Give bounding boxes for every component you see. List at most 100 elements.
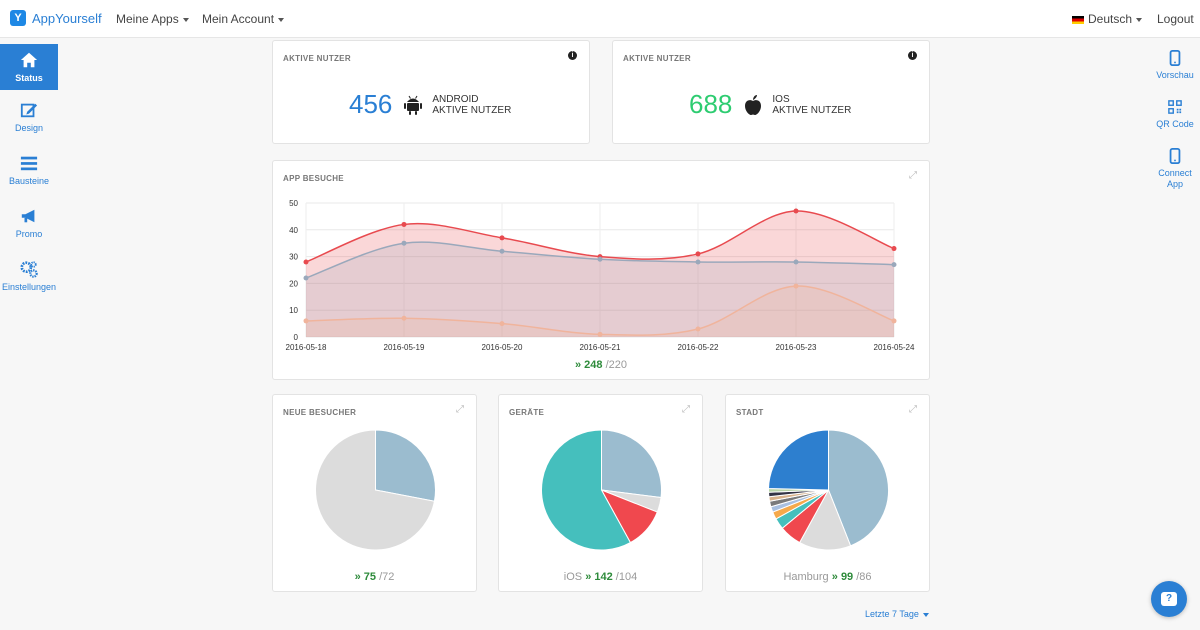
expand-icon[interactable]: ⤢ <box>909 404 917 415</box>
pie-slice[interactable] <box>541 429 632 551</box>
android-users-value: 456 <box>349 89 393 119</box>
sidebar-left: Status Design Bausteine Promo Einstellun… <box>0 44 58 302</box>
sidebar-item-status[interactable]: Status <box>0 44 58 90</box>
chevron-down-icon <box>922 612 929 617</box>
sidebar-item-label: Promo <box>15 228 43 239</box>
series-area-2 <box>306 286 894 337</box>
date-range-dropdown[interactable]: Letzte 7 Tage <box>865 609 929 619</box>
edit-icon <box>20 103 38 117</box>
info-icon[interactable]: i <box>908 51 917 60</box>
app-visits-chart: 0 10 20 30 40 50 2016-05-18 2016-05-19 2016-05-2… <box>286 199 915 352</box>
card-title: AKTIVE NUTZER <box>283 54 351 63</box>
chevron-down-icon <box>1136 17 1143 22</box>
devices-card: GERÄTE ⤢ iOS » 142 /104 <box>498 394 703 592</box>
language-dropdown[interactable]: Deutsch <box>1072 12 1143 26</box>
data-point[interactable] <box>499 235 505 241</box>
city-trend-previous: /86 <box>856 571 872 583</box>
chevron-down-icon <box>182 17 189 22</box>
sidebar-item-label: Einstellungen <box>1 281 57 292</box>
data-point[interactable] <box>695 259 701 265</box>
card-title: STADT <box>736 408 764 417</box>
city-pie <box>768 429 889 551</box>
pie-slice[interactable] <box>828 429 889 547</box>
logout-link[interactable]: Logout <box>1157 12 1194 26</box>
pie-slice[interactable] <box>375 429 436 502</box>
devices-trend-value: 142 <box>594 571 613 583</box>
expand-icon[interactable]: ⤢ <box>909 170 917 181</box>
data-point[interactable] <box>597 256 603 262</box>
new-visitors-card: NEUE BESUCHER ⤢ » 75 /72 <box>272 394 477 592</box>
connect-app-link[interactable]: Connect App <box>1150 148 1200 190</box>
logo[interactable]: Y AppYourself <box>10 10 102 26</box>
x-tick-label: 2016-05-19 <box>384 343 425 352</box>
pie-slice[interactable] <box>768 429 829 491</box>
expand-icon[interactable]: ⤢ <box>682 404 690 415</box>
card-title: NEUE BESUCHER <box>283 408 357 417</box>
sidebar-item-bausteine[interactable]: Bausteine <box>0 143 58 196</box>
info-icon[interactable]: i <box>568 51 577 60</box>
pie-slice[interactable] <box>601 429 662 499</box>
card-title: AKTIVE NUTZER <box>623 54 691 63</box>
pie-slice[interactable] <box>798 488 852 551</box>
y-tick-label: 40 <box>289 226 298 235</box>
data-point[interactable] <box>401 221 407 227</box>
help-icon: ? <box>1161 592 1177 606</box>
android-icon <box>404 95 423 115</box>
sidebar-item-einstellungen[interactable]: Einstellungen <box>0 249 58 302</box>
data-point[interactable] <box>891 246 897 252</box>
devices-trend-label: iOS <box>563 571 583 583</box>
qr-code-link[interactable]: QR Code <box>1150 99 1200 130</box>
data-point[interactable] <box>303 318 309 324</box>
data-point[interactable] <box>793 208 799 214</box>
data-point[interactable] <box>891 262 897 268</box>
sidebar-item-label: Design <box>14 122 43 133</box>
data-point[interactable] <box>499 321 505 327</box>
data-point[interactable] <box>597 331 603 337</box>
android-label-line2: AKTIVE NUTZER <box>432 104 512 116</box>
x-tick-label: 2016-05-24 <box>874 343 915 352</box>
pie-slice[interactable] <box>315 429 436 551</box>
sidebar-item-design[interactable]: Design <box>0 90 58 143</box>
sidebar-item-promo[interactable]: Promo <box>0 196 58 249</box>
city-trend-label: Hamburg <box>783 571 829 583</box>
apple-icon <box>745 94 762 115</box>
qr-code-icon <box>1168 100 1182 114</box>
sidebar-item-label: Bausteine <box>8 175 50 186</box>
data-point[interactable] <box>695 251 701 257</box>
phone-icon <box>1169 50 1181 66</box>
visits-trend-value: 248 <box>584 359 603 371</box>
ios-users-value: 688 <box>689 89 733 119</box>
menu-mein-account[interactable]: Mein Account <box>202 12 285 26</box>
x-tick-label: 2016-05-23 <box>776 343 817 352</box>
sidebar-item-label: Status <box>15 73 43 83</box>
data-point[interactable] <box>401 315 407 321</box>
help-chat-button[interactable]: ? <box>1151 581 1187 617</box>
data-point[interactable] <box>695 326 701 332</box>
trend-up-icon: » <box>585 571 592 583</box>
city-trend-value: 99 <box>840 571 854 583</box>
data-point[interactable] <box>793 283 799 289</box>
android-users-card: AKTIVE NUTZER i 456 ANDROID AKTIVE NUTZE… <box>272 40 590 144</box>
date-range-label: Letzte 7 Tage <box>865 609 919 619</box>
new-visitors-trend-value: 75 <box>363 571 377 583</box>
y-tick-label: 50 <box>289 199 298 208</box>
megaphone-icon <box>21 209 35 222</box>
new-visitors-pie <box>315 429 436 551</box>
new-visitors-trend: » 75 /72 <box>273 571 476 583</box>
vorschau-link[interactable]: Vorschau <box>1150 50 1200 81</box>
x-tick-label: 2016-05-20 <box>482 343 523 352</box>
home-icon <box>20 52 38 68</box>
city-card: STADT ⤢ Hamburg » 99 /86 <box>725 394 930 592</box>
android-label: ANDROID AKTIVE NUTZER <box>432 94 511 116</box>
visits-trend: » 248 /220 <box>273 359 929 371</box>
data-point[interactable] <box>303 275 309 281</box>
data-point[interactable] <box>793 259 799 265</box>
data-point[interactable] <box>499 248 505 254</box>
data-point[interactable] <box>303 259 309 265</box>
menu-meine-apps[interactable]: Meine Apps <box>116 12 189 26</box>
devices-trend-previous: /104 <box>615 571 638 583</box>
expand-icon[interactable]: ⤢ <box>456 404 464 415</box>
y-tick-label: 20 <box>289 279 298 288</box>
data-point[interactable] <box>891 318 897 324</box>
data-point[interactable] <box>401 240 407 246</box>
